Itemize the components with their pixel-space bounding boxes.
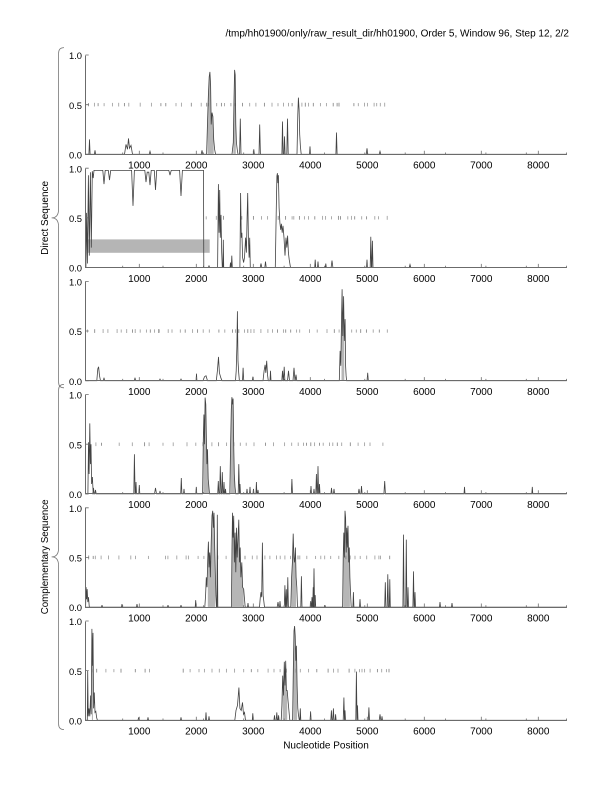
svg-text:0.5: 0.5	[69, 100, 82, 111]
svg-text:0.5: 0.5	[69, 666, 82, 677]
svg-text:1000: 1000	[128, 161, 151, 172]
svg-text:8000: 8000	[527, 274, 550, 285]
svg-text:6000: 6000	[413, 274, 436, 285]
svg-text:7000: 7000	[470, 727, 493, 738]
svg-text:3000: 3000	[242, 727, 265, 738]
svg-text:1000: 1000	[128, 387, 151, 398]
svg-text:8000: 8000	[527, 161, 550, 172]
svg-text:4000: 4000	[299, 387, 322, 398]
svg-text:Complementary Sequence: Complementary Sequence	[40, 500, 51, 615]
svg-text:2000: 2000	[185, 387, 208, 398]
svg-text:7000: 7000	[470, 274, 493, 285]
svg-text:6000: 6000	[413, 613, 436, 624]
svg-text:5000: 5000	[356, 500, 379, 511]
svg-text:6000: 6000	[413, 727, 436, 738]
svg-text:4000: 4000	[299, 161, 322, 172]
svg-text:0.5: 0.5	[69, 213, 82, 224]
svg-text:3000: 3000	[242, 161, 265, 172]
svg-text:5000: 5000	[356, 613, 379, 624]
svg-text:1000: 1000	[128, 613, 151, 624]
svg-text:0.0: 0.0	[69, 715, 82, 726]
svg-text:4000: 4000	[299, 274, 322, 285]
svg-text:0.0: 0.0	[69, 263, 82, 274]
svg-text:7000: 7000	[470, 613, 493, 624]
svg-text:3000: 3000	[242, 274, 265, 285]
svg-text:1.0: 1.0	[69, 163, 82, 174]
svg-text:3000: 3000	[242, 613, 265, 624]
svg-text:8000: 8000	[527, 500, 550, 511]
svg-text:2000: 2000	[185, 161, 208, 172]
svg-text:8000: 8000	[527, 387, 550, 398]
svg-text:5000: 5000	[356, 161, 379, 172]
svg-text:1.0: 1.0	[69, 50, 82, 61]
svg-text:5000: 5000	[356, 274, 379, 285]
svg-text:0.0: 0.0	[69, 149, 82, 160]
svg-text:5000: 5000	[356, 727, 379, 738]
svg-text:1.0: 1.0	[69, 616, 82, 627]
svg-text:7000: 7000	[470, 161, 493, 172]
svg-text:0.0: 0.0	[69, 376, 82, 387]
svg-text:6000: 6000	[413, 161, 436, 172]
svg-text:2000: 2000	[185, 274, 208, 285]
svg-text:5000: 5000	[356, 387, 379, 398]
svg-text:7000: 7000	[470, 500, 493, 511]
svg-text:8000: 8000	[527, 727, 550, 738]
svg-text:3000: 3000	[242, 500, 265, 511]
svg-text:2000: 2000	[185, 727, 208, 738]
svg-text:1.0: 1.0	[69, 390, 82, 401]
svg-text:2000: 2000	[185, 500, 208, 511]
svg-text:1.0: 1.0	[69, 503, 82, 514]
svg-text:3000: 3000	[242, 387, 265, 398]
svg-text:1000: 1000	[128, 500, 151, 511]
svg-text:4000: 4000	[299, 500, 322, 511]
svg-text:0.5: 0.5	[69, 439, 82, 450]
svg-text:Nucleotide Position: Nucleotide Position	[283, 740, 369, 751]
svg-text:4000: 4000	[299, 613, 322, 624]
svg-text:0.5: 0.5	[69, 326, 82, 337]
svg-text:0.0: 0.0	[69, 489, 82, 500]
svg-text:/tmp/hh01900/only/raw_result_d: /tmp/hh01900/only/raw_result_dir/hh01900…	[225, 29, 569, 40]
svg-text:1000: 1000	[128, 274, 151, 285]
svg-text:2000: 2000	[185, 613, 208, 624]
svg-text:1.0: 1.0	[69, 277, 82, 288]
svg-text:8000: 8000	[527, 613, 550, 624]
svg-text:Direct Sequence: Direct Sequence	[40, 180, 51, 254]
svg-text:0.5: 0.5	[69, 553, 82, 564]
svg-text:1000: 1000	[128, 727, 151, 738]
svg-text:6000: 6000	[413, 500, 436, 511]
svg-text:7000: 7000	[470, 387, 493, 398]
svg-text:4000: 4000	[299, 727, 322, 738]
svg-text:0.0: 0.0	[69, 602, 82, 613]
svg-text:6000: 6000	[413, 387, 436, 398]
